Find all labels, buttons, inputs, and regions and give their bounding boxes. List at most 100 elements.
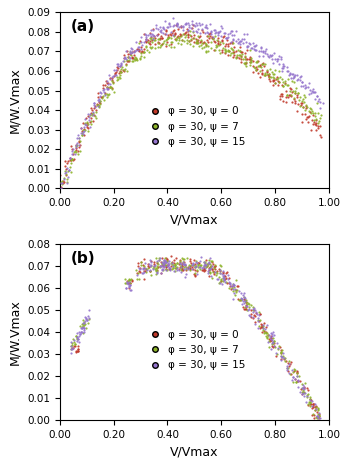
Point xyxy=(225,30,230,37)
Point xyxy=(128,50,133,57)
Point xyxy=(312,407,318,414)
Point xyxy=(275,78,281,85)
Point xyxy=(218,276,223,283)
Point xyxy=(134,45,140,52)
Point xyxy=(169,28,174,36)
Point xyxy=(109,74,115,81)
Point xyxy=(161,260,167,268)
Point xyxy=(189,20,194,28)
Point xyxy=(245,42,250,50)
Point xyxy=(244,43,250,50)
Point xyxy=(149,36,154,43)
Point xyxy=(273,349,279,357)
Point xyxy=(205,261,211,268)
Point xyxy=(251,40,256,47)
Point xyxy=(68,345,74,353)
Point xyxy=(200,39,206,47)
Point xyxy=(259,61,265,68)
Point xyxy=(212,26,217,34)
Point xyxy=(246,55,252,63)
Point xyxy=(167,30,172,38)
Point xyxy=(100,86,105,94)
Point xyxy=(314,409,319,416)
Point xyxy=(182,21,187,28)
Point xyxy=(127,279,132,287)
Point xyxy=(129,45,135,52)
Point xyxy=(194,258,199,266)
Point xyxy=(219,38,225,45)
Point xyxy=(211,264,217,271)
Point xyxy=(221,273,227,280)
Point xyxy=(252,42,258,50)
Text: (a): (a) xyxy=(70,19,95,35)
Point xyxy=(222,42,228,50)
Point xyxy=(315,97,321,105)
Point xyxy=(164,35,170,42)
Point xyxy=(110,78,116,86)
Point xyxy=(115,64,120,71)
Point xyxy=(268,335,274,342)
Point xyxy=(118,61,124,69)
Point xyxy=(195,26,200,33)
Point xyxy=(258,47,264,55)
Point xyxy=(186,37,191,44)
Point xyxy=(226,47,231,54)
Point xyxy=(281,98,286,105)
Point xyxy=(135,43,140,51)
Point xyxy=(98,92,103,99)
Point xyxy=(301,384,306,392)
Point xyxy=(133,55,139,62)
Point xyxy=(85,120,90,127)
Point xyxy=(183,28,188,35)
Point xyxy=(316,118,321,125)
Point xyxy=(178,266,184,273)
Point xyxy=(262,48,268,55)
Point xyxy=(271,70,277,78)
Point xyxy=(227,51,233,59)
Point xyxy=(148,267,153,275)
Point xyxy=(268,346,274,353)
Point xyxy=(140,262,146,269)
Point xyxy=(159,259,165,267)
Point xyxy=(180,260,186,268)
Point xyxy=(121,67,127,74)
Point xyxy=(147,257,153,264)
Point xyxy=(261,71,267,79)
Point xyxy=(67,154,73,162)
Point xyxy=(285,93,291,101)
Point xyxy=(179,261,185,268)
Point xyxy=(198,258,203,265)
Point xyxy=(180,23,186,30)
Point xyxy=(249,44,254,51)
Point xyxy=(240,303,246,311)
Point xyxy=(84,119,90,126)
Point xyxy=(243,296,248,304)
Point xyxy=(192,263,198,270)
Point xyxy=(279,67,285,75)
Point xyxy=(283,88,289,95)
Point xyxy=(216,46,222,54)
Point xyxy=(174,20,180,27)
Point xyxy=(256,318,262,325)
Point xyxy=(275,345,281,353)
Point xyxy=(157,35,163,42)
Point xyxy=(171,33,177,40)
Point xyxy=(70,344,76,351)
Point xyxy=(188,32,193,39)
Point xyxy=(241,300,246,307)
Point xyxy=(148,262,154,269)
Point xyxy=(311,88,317,95)
Point xyxy=(290,368,296,376)
Point xyxy=(73,347,79,355)
Point xyxy=(70,156,76,163)
Point xyxy=(112,70,118,78)
Point xyxy=(163,254,169,262)
Point xyxy=(312,403,318,410)
Point xyxy=(308,89,313,97)
Point xyxy=(310,112,316,119)
Point xyxy=(95,102,101,109)
Point xyxy=(227,281,232,288)
Point xyxy=(269,340,275,348)
Point xyxy=(106,90,111,98)
Point xyxy=(243,58,249,66)
